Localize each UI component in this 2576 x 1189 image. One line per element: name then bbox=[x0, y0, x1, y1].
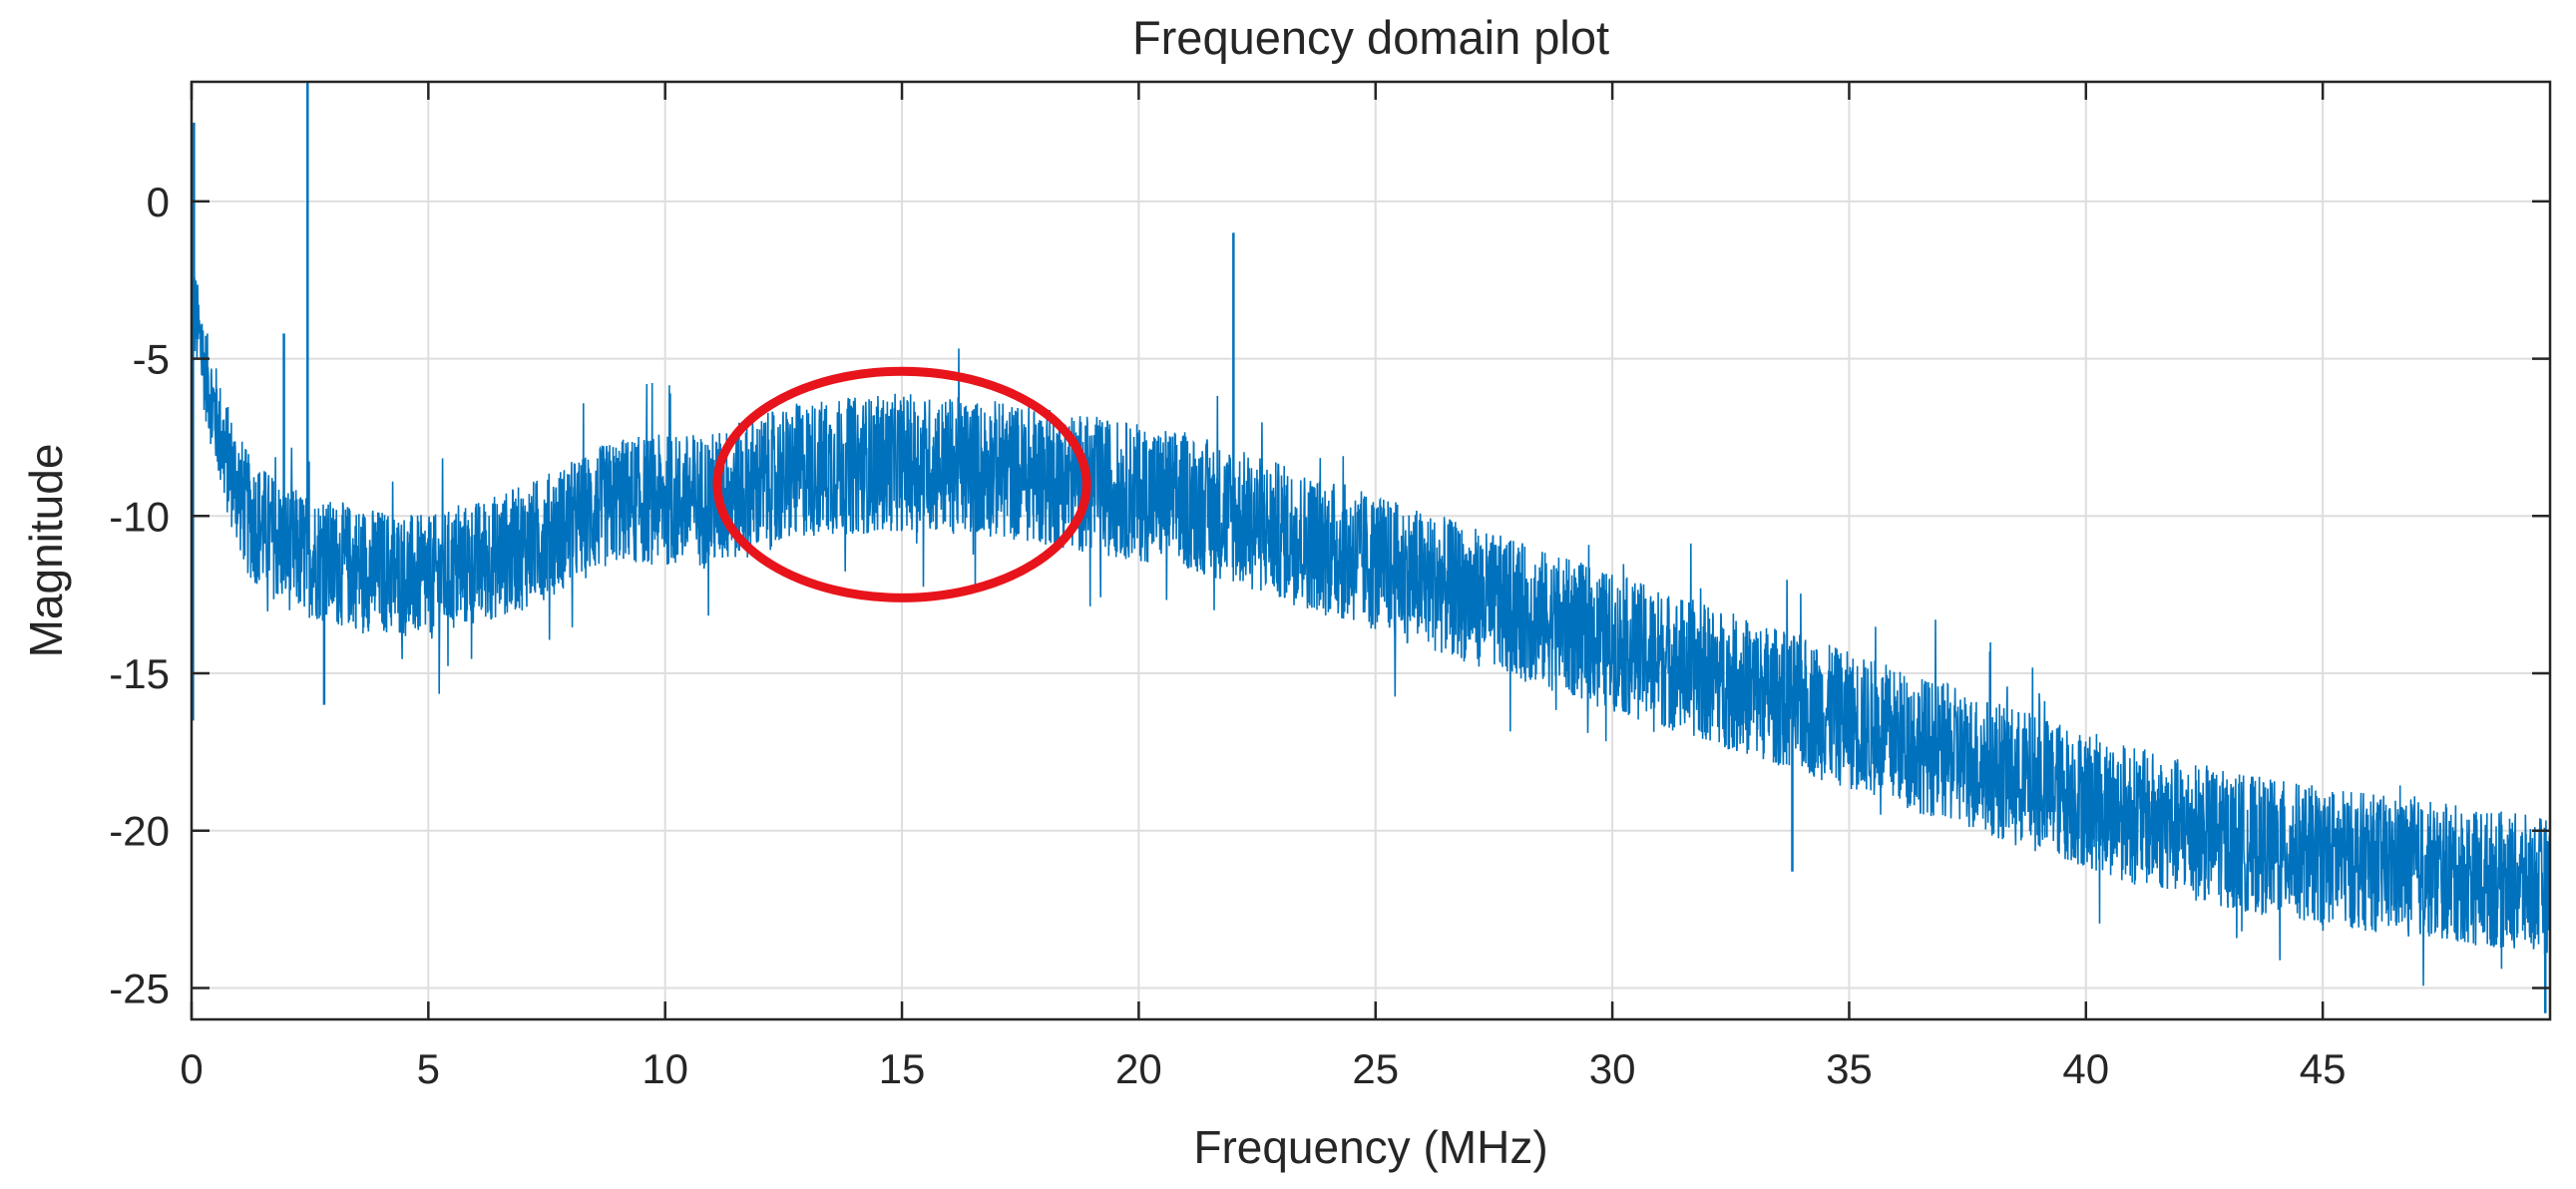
x-tick-label: 25 bbox=[1352, 1045, 1399, 1092]
y-tick-label: -15 bbox=[109, 650, 170, 697]
y-tick-label: 0 bbox=[147, 179, 170, 225]
x-tick-label: 30 bbox=[1589, 1045, 1636, 1092]
x-tick-label: 20 bbox=[1115, 1045, 1162, 1092]
x-ticks: 0 5 10 15 20 25 30 35 40 45 bbox=[180, 82, 2347, 1092]
series-layer bbox=[191, 82, 2551, 1013]
y-ticks: -25 -20 -15 -10 -5 0 bbox=[109, 179, 2550, 1011]
chart-title: Frequency domain plot bbox=[1132, 11, 1609, 64]
y-tick-label: -25 bbox=[109, 965, 170, 1011]
x-tick-label: 15 bbox=[879, 1045, 926, 1092]
y-axis-label: Magnitude bbox=[20, 444, 72, 658]
x-tick-label: 10 bbox=[642, 1045, 688, 1092]
axes-box bbox=[190, 80, 2552, 1021]
grid-lines bbox=[191, 82, 2550, 1019]
annotation-layer bbox=[712, 366, 1091, 602]
x-tick-label: 45 bbox=[2300, 1045, 2347, 1092]
spectrum-line bbox=[191, 277, 2551, 987]
x-tick-label: 35 bbox=[1826, 1045, 1873, 1092]
highlight-ellipse bbox=[712, 366, 1091, 602]
x-axis-label: Frequency (MHz) bbox=[1193, 1121, 1547, 1173]
x-tick-label: 40 bbox=[2062, 1045, 2109, 1092]
y-tick-label: -10 bbox=[109, 493, 170, 540]
y-tick-label: -20 bbox=[109, 808, 170, 855]
x-tick-label: 5 bbox=[417, 1045, 440, 1092]
y-tick-label: -5 bbox=[133, 336, 170, 383]
x-tick-label: 0 bbox=[180, 1045, 203, 1092]
